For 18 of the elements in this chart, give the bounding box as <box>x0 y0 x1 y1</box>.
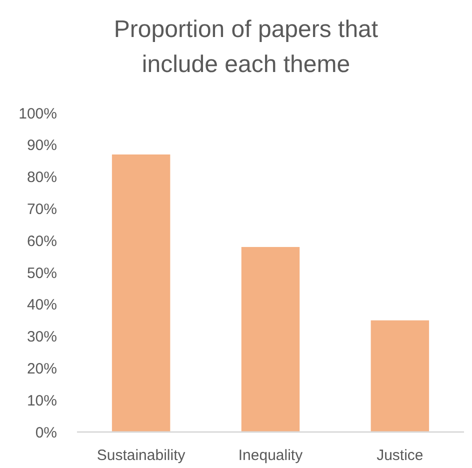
y-tick-label: 0% <box>35 424 57 442</box>
y-tick-label: 90% <box>26 137 57 154</box>
y-tick-label: 80% <box>26 169 57 186</box>
y-tick-label: 70% <box>26 200 57 218</box>
y-tick-label: 50% <box>26 264 57 282</box>
y-tick-label: 30% <box>26 328 57 346</box>
bar <box>370 320 430 432</box>
bar <box>112 154 170 432</box>
y-tick-label: 10% <box>26 392 57 410</box>
x-tick-label: Justice <box>376 447 424 464</box>
y-tick-label: 20% <box>26 360 57 378</box>
chart-title: Proportion of papers that include each theme <box>114 16 378 78</box>
y-tick-label: 100% <box>18 105 57 122</box>
y-tick-label: 40% <box>26 296 57 314</box>
bar <box>241 246 300 432</box>
x-tick-label: Sustainability <box>96 447 186 464</box>
x-tick-label: Inequality <box>238 447 304 464</box>
y-tick-label: 60% <box>26 232 57 250</box>
